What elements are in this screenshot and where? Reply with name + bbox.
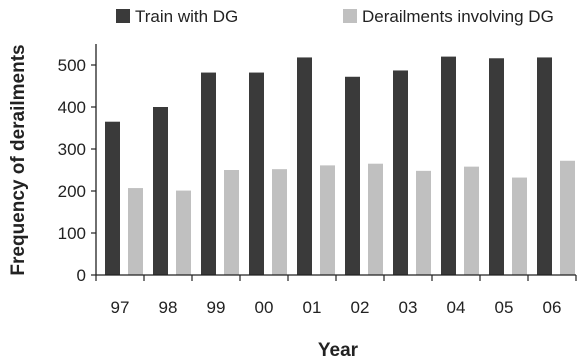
y-tick-label-300: 300 bbox=[58, 140, 86, 159]
bar-train-with-dg-97 bbox=[105, 121, 120, 275]
x-tick-label-00: 00 bbox=[255, 298, 274, 317]
bar-derailments-involving-dg-01 bbox=[320, 165, 335, 275]
bar-derailments-involving-dg-04 bbox=[464, 166, 479, 275]
bars-group bbox=[105, 56, 575, 276]
x-tick-label-02: 02 bbox=[351, 298, 370, 317]
bar-train-with-dg-04 bbox=[441, 56, 456, 275]
bar-train-with-dg-02 bbox=[345, 76, 360, 275]
legend: Train with DG Derailments involving DG bbox=[116, 7, 554, 26]
legend-label-train-with-dg: Train with DG bbox=[135, 7, 238, 26]
legend-swatch-train-with-dg bbox=[116, 9, 130, 23]
bar-train-with-dg-00 bbox=[249, 72, 264, 275]
bar-derailments-involving-dg-99 bbox=[224, 170, 239, 275]
bar-train-with-dg-01 bbox=[297, 57, 312, 275]
bar-derailments-involving-dg-97 bbox=[128, 188, 143, 275]
bar-train-with-dg-99 bbox=[201, 72, 216, 275]
bar-derailments-involving-dg-98 bbox=[176, 190, 191, 275]
axes-group bbox=[91, 44, 577, 281]
legend-label-derailments-involving-dg: Derailments involving DG bbox=[362, 7, 554, 26]
x-tick-label-04: 04 bbox=[447, 298, 466, 317]
x-tick-label-01: 01 bbox=[303, 298, 322, 317]
legend-swatch-derailments-involving-dg bbox=[343, 9, 357, 23]
x-tick-label-06: 06 bbox=[543, 298, 562, 317]
x-axis-title: Year bbox=[318, 340, 359, 361]
y-tick-label-100: 100 bbox=[58, 224, 86, 243]
bar-derailments-involving-dg-06 bbox=[560, 160, 575, 275]
x-tick-label-03: 03 bbox=[399, 298, 418, 317]
bar-train-with-dg-06 bbox=[537, 57, 552, 275]
bar-derailments-involving-dg-02 bbox=[368, 163, 383, 275]
bar-train-with-dg-03 bbox=[393, 70, 408, 276]
x-tick-label-97: 97 bbox=[111, 298, 130, 317]
y-tick-label-500: 500 bbox=[58, 56, 86, 75]
tick-labels-group: 0 100 200 300 400 500 97 98 99 00 01 02 03 04 05 06 bbox=[58, 56, 562, 317]
bar-derailments-involving-dg-03 bbox=[416, 170, 431, 275]
x-tick-label-98: 98 bbox=[159, 298, 178, 317]
y-tick-label-400: 400 bbox=[58, 98, 86, 117]
bar-train-with-dg-98 bbox=[153, 107, 168, 275]
x-tick-label-99: 99 bbox=[207, 298, 226, 317]
bar-derailments-involving-dg-05 bbox=[512, 177, 527, 275]
bar-derailments-involving-dg-00 bbox=[272, 169, 287, 275]
y-axis-title: Frequency of derailments bbox=[8, 44, 29, 275]
x-tick-label-05: 05 bbox=[495, 298, 514, 317]
bar-train-with-dg-05 bbox=[489, 58, 504, 275]
y-tick-label-200: 200 bbox=[58, 182, 86, 201]
y-tick-label-0: 0 bbox=[77, 266, 86, 285]
